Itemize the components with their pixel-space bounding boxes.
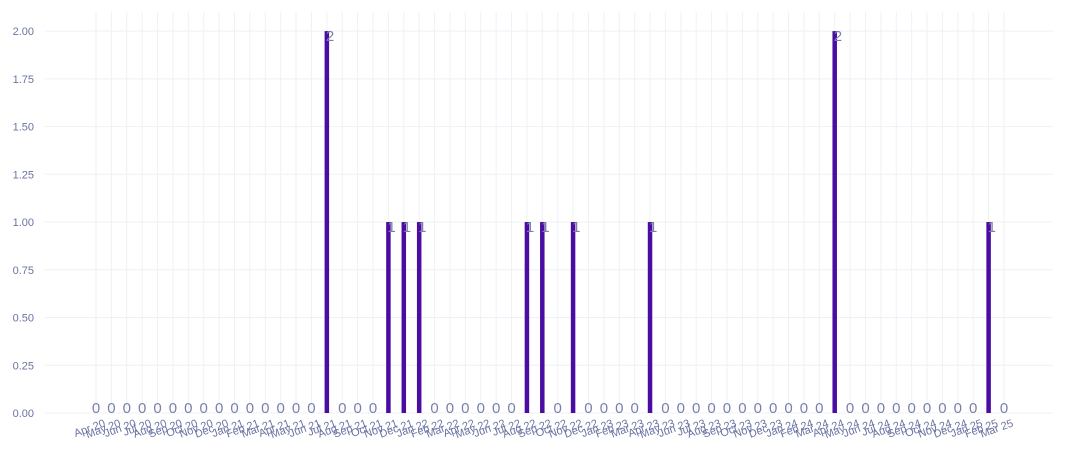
data-label: 0	[277, 400, 285, 417]
data-label: 2	[326, 28, 334, 45]
data-label: 0	[230, 400, 238, 417]
y-tick-label: 2.00	[13, 26, 34, 38]
y-tick-label: 0.00	[13, 408, 34, 420]
data-label: 1	[403, 219, 411, 236]
data-label: 0	[184, 400, 192, 417]
data-label: 1	[526, 219, 534, 236]
data-label: 0	[107, 400, 115, 417]
data-label: 0	[923, 400, 931, 417]
y-tick-label: 1.00	[13, 217, 34, 229]
data-label: 0	[492, 400, 500, 417]
data-label: 0	[800, 400, 808, 417]
data-label: 0	[307, 400, 315, 417]
data-label: 0	[661, 400, 669, 417]
data-label: 1	[572, 219, 580, 236]
bar	[832, 31, 837, 413]
data-label: 0	[292, 400, 300, 417]
data-label: 0	[92, 400, 100, 417]
data-label: 0	[954, 400, 962, 417]
data-label: 0	[215, 400, 223, 417]
data-label: 0	[584, 400, 592, 417]
y-tick-label: 1.50	[13, 122, 34, 134]
data-label: 0	[153, 400, 161, 417]
bars	[324, 31, 991, 413]
data-label: 0	[246, 400, 254, 417]
bar	[647, 222, 653, 413]
data-label: 1	[649, 219, 657, 236]
data-label: 0	[877, 400, 885, 417]
data-label: 0	[754, 400, 762, 417]
bar	[524, 222, 530, 413]
data-label: 0	[677, 400, 685, 417]
data-label: 0	[338, 400, 346, 417]
data-label: 1	[988, 219, 996, 236]
bar	[540, 222, 545, 413]
bar	[324, 31, 330, 413]
data-label: 0	[554, 400, 562, 417]
data-label: 0	[846, 400, 854, 417]
data-label: 0	[861, 400, 869, 417]
data-label: 0	[630, 400, 638, 417]
data-label: 1	[418, 219, 426, 236]
data-label: 0	[353, 400, 361, 417]
data-label: 0	[123, 400, 131, 417]
y-tick-label: 0.50	[13, 313, 34, 325]
data-label: 0	[261, 400, 269, 417]
data-label: 0	[815, 400, 823, 417]
data-label: 0	[507, 400, 515, 417]
data-label: 0	[138, 400, 146, 417]
y-tick-label: 1.75	[13, 74, 34, 86]
data-label: 0	[169, 400, 177, 417]
bar	[386, 222, 391, 413]
data-label: 0	[784, 400, 792, 417]
data-label: 0	[1000, 400, 1008, 417]
grid-lines	[45, 12, 1053, 414]
data-label: 0	[446, 400, 454, 417]
bar	[570, 222, 576, 413]
bar	[416, 222, 422, 413]
data-label: 0	[769, 400, 777, 417]
y-axis-ticks: 0.00 0.25 0.50 0.75 1.00 1.25 1.50 1.75 2.00	[13, 26, 34, 420]
data-label: 0	[369, 400, 377, 417]
data-label: 0	[615, 400, 623, 417]
data-label: 0	[200, 400, 208, 417]
bar	[986, 222, 991, 413]
data-label: 0	[738, 400, 746, 417]
data-label: 0	[892, 400, 900, 417]
data-label: 0	[707, 400, 715, 417]
data-label: 0	[938, 400, 946, 417]
data-label: 0	[723, 400, 731, 417]
data-label: 1	[387, 219, 395, 236]
bar	[401, 222, 407, 413]
y-tick-label: 1.25	[13, 169, 34, 181]
y-tick-label: 0.75	[13, 265, 34, 277]
data-label: 0	[692, 400, 700, 417]
data-label: 0	[907, 400, 915, 417]
data-label: 0	[461, 400, 469, 417]
data-label: 1	[541, 219, 549, 236]
data-label: 2	[834, 28, 842, 45]
data-label: 0	[430, 400, 438, 417]
data-label: 0	[969, 400, 977, 417]
y-tick-label: 0.25	[13, 360, 34, 372]
data-label: 0	[600, 400, 608, 417]
data-label: 0	[477, 400, 485, 417]
